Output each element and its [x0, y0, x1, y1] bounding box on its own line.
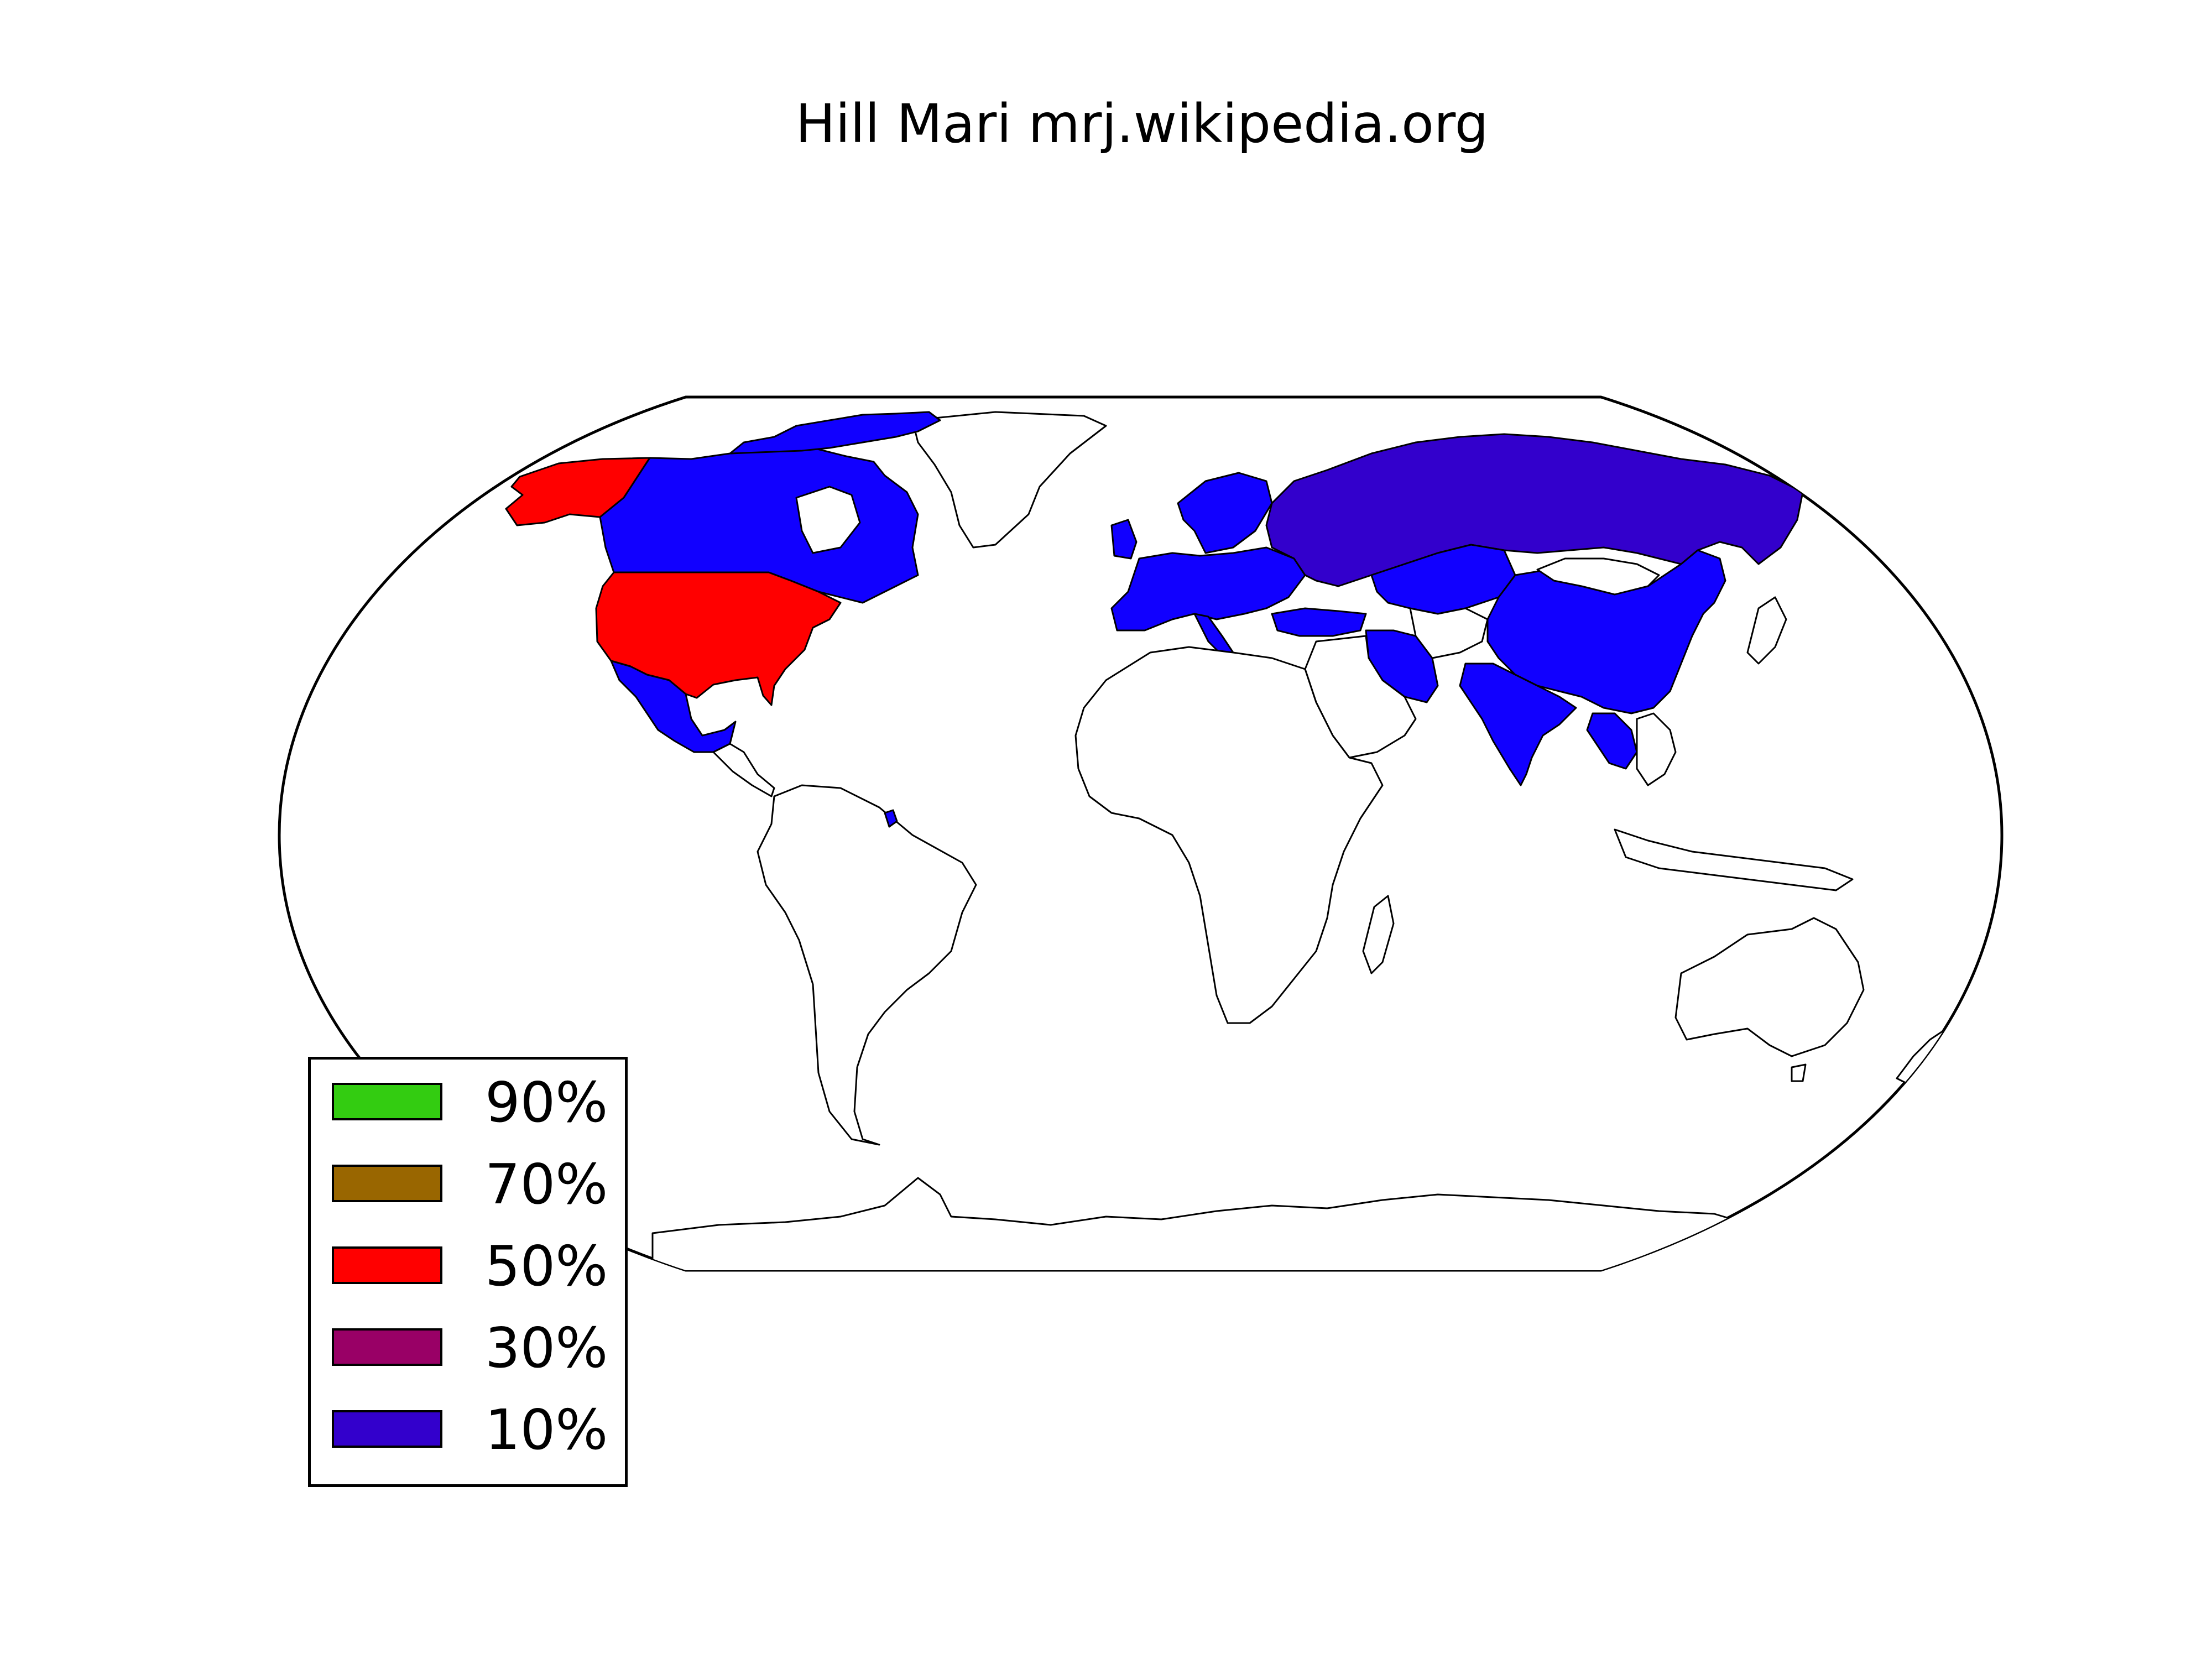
region-india	[1459, 662, 1577, 786]
legend-swatch-50	[332, 1246, 442, 1284]
region-russia	[1265, 433, 1804, 587]
map-legend: 90% 70% 50% 30% 10%	[308, 1057, 628, 1487]
region-china	[1486, 549, 1726, 714]
legend-swatch-90	[332, 1083, 442, 1120]
region-alaska	[505, 457, 651, 526]
region-canada-islands	[729, 411, 941, 455]
legend-label-30: 30%	[485, 1316, 608, 1380]
region-mexico	[610, 660, 737, 753]
legend-entry-10: 10%	[311, 1397, 625, 1493]
region-africa	[1074, 646, 1384, 1024]
region-french-guiana	[884, 809, 898, 828]
region-british-isles	[1110, 519, 1138, 560]
region-greenland	[911, 411, 1107, 549]
region-scandinavia	[1177, 472, 1273, 554]
region-tasmania	[1791, 1063, 1807, 1082]
legend-label-10: 10%	[485, 1397, 608, 1462]
region-western-europe	[1110, 546, 1306, 632]
region-hudson-bay	[795, 486, 861, 554]
region-japan	[1746, 596, 1787, 665]
legend-label-50: 50%	[485, 1234, 608, 1298]
legend-entry-30: 30%	[311, 1316, 625, 1411]
legend-entry-50: 50%	[311, 1234, 625, 1329]
region-australia	[1674, 917, 1865, 1057]
region-antarctica	[651, 1177, 1743, 1270]
region-south-america	[757, 784, 977, 1146]
map-title: Hill Mari mrj.wikipedia.org	[795, 93, 1489, 155]
legend-swatch-30	[332, 1328, 442, 1366]
legend-swatch-10	[332, 1410, 442, 1448]
region-thailand	[1586, 712, 1638, 770]
region-madagascar	[1362, 895, 1395, 974]
legend-entry-70: 70%	[311, 1152, 625, 1248]
region-central-asia	[1409, 607, 1489, 659]
legend-entry-90: 90%	[311, 1070, 625, 1166]
region-southeast-asia	[1636, 712, 1677, 786]
legend-label-90: 90%	[485, 1070, 608, 1135]
region-central-america	[712, 743, 775, 797]
legend-label-70: 70%	[485, 1152, 608, 1217]
legend-swatch-70	[332, 1165, 442, 1202]
region-turkey	[1271, 607, 1367, 637]
region-mongolia	[1536, 557, 1660, 596]
region-indonesia	[1614, 828, 1854, 891]
